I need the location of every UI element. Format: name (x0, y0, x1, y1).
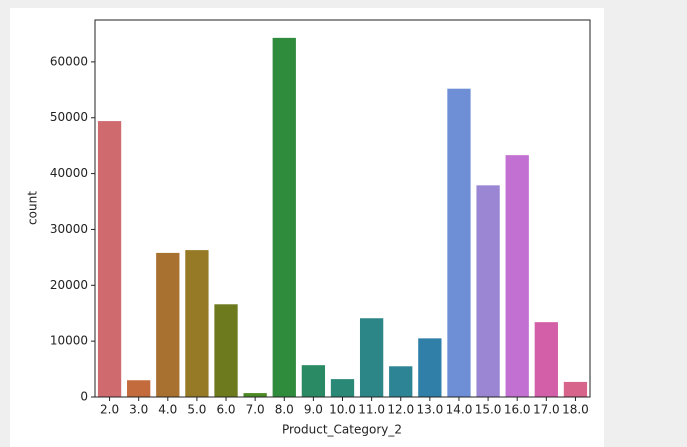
bar (214, 304, 238, 397)
x-tick-label: 18.0 (562, 403, 589, 417)
bar (156, 252, 180, 397)
x-tick-label: 17.0 (533, 403, 560, 417)
x-tick-label: 14.0 (446, 403, 473, 417)
bar (563, 381, 588, 397)
bar (301, 365, 326, 397)
x-tick-label: 3.0 (129, 403, 148, 417)
x-tick-label: 8.0 (275, 403, 294, 417)
x-tick-label: 13.0 (416, 403, 443, 417)
x-tick-label: 7.0 (246, 403, 265, 417)
y-tick-label: 60000 (50, 54, 88, 68)
bar (447, 88, 471, 397)
bar (359, 318, 384, 397)
bar (97, 121, 122, 397)
bar (185, 250, 209, 397)
bar (418, 338, 442, 397)
bar (389, 366, 413, 397)
x-tick-label: 2.0 (100, 403, 119, 417)
x-axis-label: Product_Category_2 (282, 423, 402, 437)
bar (330, 379, 355, 397)
plot-frame (94, 19, 591, 398)
x-tick-label: 11.0 (358, 403, 385, 417)
y-tick-label: 20000 (50, 278, 88, 292)
bar (243, 393, 267, 397)
x-tick-label: 12.0 (387, 403, 414, 417)
bar (505, 155, 529, 397)
y-tick-label: 40000 (50, 166, 88, 180)
x-tick-label: 16.0 (504, 403, 531, 417)
y-tick-label: 0 (80, 390, 88, 404)
y-tick-label: 10000 (50, 334, 88, 348)
x-tick-label: 15.0 (475, 403, 502, 417)
bar (272, 37, 296, 398)
x-tick-label: 10.0 (329, 403, 356, 417)
x-tick-label: 4.0 (158, 403, 177, 417)
bar (127, 380, 151, 397)
y-axis-label: count (26, 191, 40, 225)
x-tick-label: 9.0 (304, 403, 323, 417)
x-tick-label: 5.0 (187, 403, 206, 417)
bar (534, 322, 558, 397)
x-tick-label: 6.0 (216, 403, 235, 417)
y-tick-label: 50000 (50, 110, 88, 124)
y-tick-label: 30000 (50, 222, 88, 236)
bar (476, 185, 500, 397)
